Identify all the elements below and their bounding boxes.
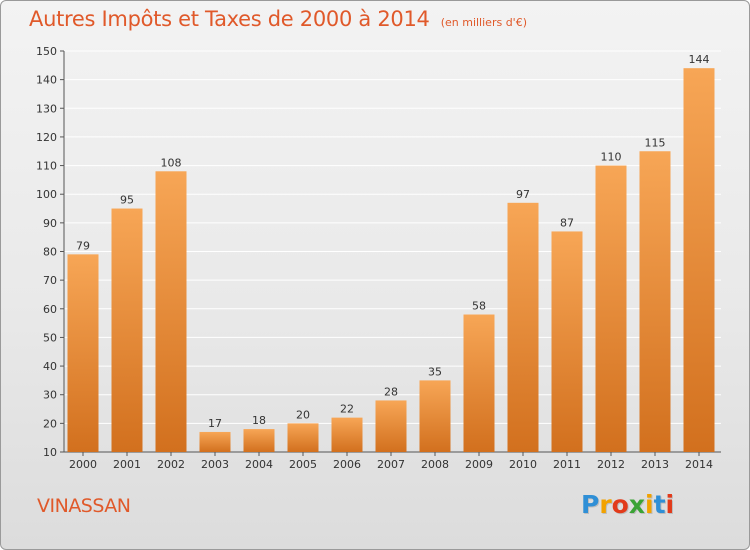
logo-letter: r: [599, 490, 612, 519]
bar: [111, 208, 143, 452]
data-label: 35: [428, 365, 442, 378]
data-label: 28: [384, 385, 398, 398]
data-label: 18: [252, 414, 266, 427]
y-tick-label: 90: [43, 217, 57, 230]
x-tick-label: 2014: [685, 458, 713, 471]
x-tick-label: 2001: [113, 458, 141, 471]
commune-name: VINASSAN: [37, 495, 131, 517]
bar: [67, 254, 99, 452]
x-tick-label: 2005: [289, 458, 317, 471]
data-label: 108: [161, 156, 182, 169]
bar: [331, 417, 363, 452]
y-tick-label: 100: [36, 188, 57, 201]
data-label: 97: [516, 188, 530, 201]
x-tick-label: 2013: [641, 458, 669, 471]
y-tick-label: 30: [43, 389, 57, 402]
data-label: 79: [76, 239, 90, 252]
bar: [419, 380, 451, 452]
x-tick-label: 2003: [201, 458, 229, 471]
data-label: 115: [645, 136, 666, 149]
x-tick-label: 2008: [421, 458, 449, 471]
data-label: 110: [601, 151, 622, 164]
x-tick-label: 2002: [157, 458, 185, 471]
data-label: 144: [689, 53, 710, 66]
y-tick-label: 50: [43, 331, 57, 344]
title-block: Autres Impôts et Taxes de 2000 à 2014 (e…: [29, 7, 527, 31]
logo-letter: t: [653, 490, 666, 519]
data-label: 20: [296, 408, 310, 421]
bar: [463, 314, 495, 452]
y-tick-label: 110: [36, 160, 57, 173]
data-label: 87: [560, 216, 574, 229]
x-tick-label: 2012: [597, 458, 625, 471]
y-tick-label: 80: [43, 246, 57, 259]
chart-unit: (en milliers d'€): [440, 16, 527, 29]
proxiti-logo[interactable]: Proxiti: [581, 490, 674, 519]
chart-title: Autres Impôts et Taxes de 2000 à 2014: [29, 7, 430, 31]
logo-letter: o: [611, 490, 629, 519]
bar: [287, 423, 319, 452]
bar: [639, 151, 671, 452]
y-tick-label: 60: [43, 303, 57, 316]
logo-letter: i: [665, 490, 675, 519]
x-tick-label: 2004: [245, 458, 273, 471]
logo-letter: i: [645, 490, 654, 519]
y-tick-label: 140: [36, 74, 57, 87]
x-tick-label: 2009: [465, 458, 493, 471]
y-tick-label: 150: [36, 45, 57, 58]
x-tick-label: 2007: [377, 458, 405, 471]
logo-letter: P: [581, 490, 600, 519]
bar: [595, 165, 627, 453]
bar: [375, 400, 407, 452]
x-tick-label: 2011: [553, 458, 581, 471]
y-tick-label: 40: [43, 360, 57, 373]
data-label: 17: [208, 417, 222, 430]
data-label: 58: [472, 300, 486, 313]
bar: [155, 171, 187, 453]
data-label: 22: [340, 403, 354, 416]
x-tick-label: 2000: [69, 458, 97, 471]
x-tick-label: 2006: [333, 458, 361, 471]
y-tick-label: 70: [43, 274, 57, 287]
data-label: 95: [120, 194, 134, 207]
y-tick-label: 120: [36, 131, 57, 144]
y-tick-label: 130: [36, 102, 57, 115]
x-tick-label: 2010: [509, 458, 537, 471]
y-tick-label: 10: [43, 446, 57, 459]
bar: [683, 68, 715, 452]
bar: [551, 231, 583, 452]
logo-letter: x: [628, 490, 645, 519]
bar: [199, 431, 231, 452]
bar: [507, 202, 539, 452]
bar: [243, 429, 275, 452]
y-tick-label: 20: [43, 417, 57, 430]
